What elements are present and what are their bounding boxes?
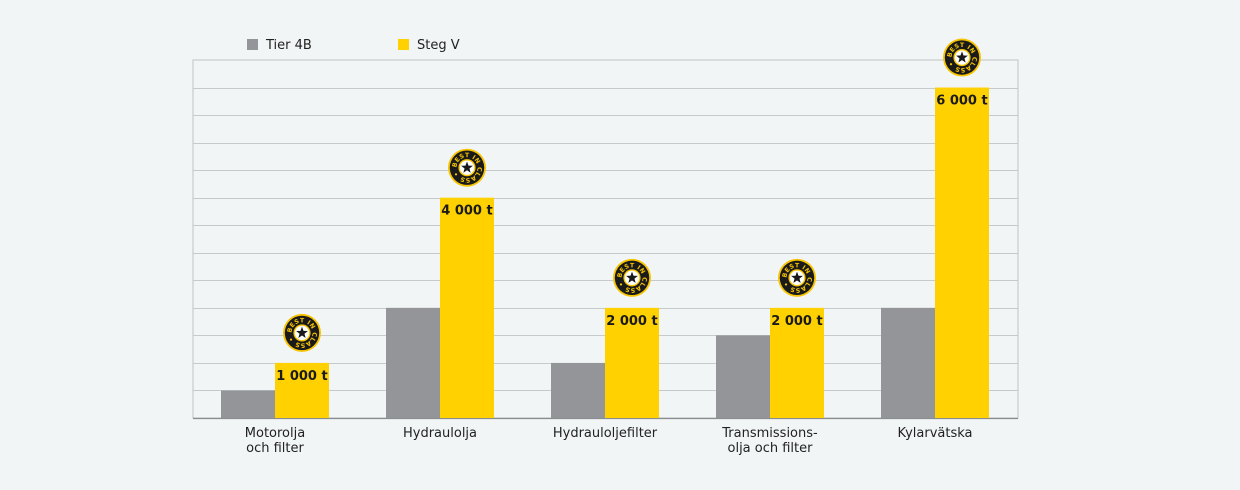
legend-swatch xyxy=(398,39,409,50)
best-in-class-badge: BEST IN CLASS • BEST IN CLASS xyxy=(943,38,981,77)
category-label: Motorolja xyxy=(245,426,305,441)
bar-tier-4b xyxy=(221,390,275,418)
category-label: Transmissions- xyxy=(721,426,818,441)
best-in-class-badge: BEST IN CLASS • BEST IN CLASS xyxy=(448,148,486,187)
bar-tier-4b xyxy=(386,307,440,418)
bar-steg-v xyxy=(440,197,494,418)
bar-steg-v xyxy=(770,307,824,418)
category-label: Hydraulolja xyxy=(403,426,477,441)
legend-swatch xyxy=(247,39,258,50)
bar-steg-v xyxy=(605,307,659,418)
value-label: 6 000 t xyxy=(936,94,987,109)
bar-steg-v xyxy=(935,87,989,419)
badges: BEST IN CLASS • BEST IN CLASS BEST IN CLA… xyxy=(283,38,981,352)
value-label: 4 000 t xyxy=(441,204,492,219)
best-in-class-badge: BEST IN CLASS • BEST IN CLASS xyxy=(613,258,651,297)
value-label: 2 000 t xyxy=(771,314,822,329)
legend-label: Steg V xyxy=(417,38,460,53)
value-label: 1 000 t xyxy=(276,369,327,384)
legend: Tier 4B Steg V xyxy=(247,38,460,53)
star-icon xyxy=(296,326,308,338)
gridlines xyxy=(193,88,1018,420)
bar-tier-4b xyxy=(551,362,605,418)
value-labels: 1 000 t 4 000 t 2 000 t 2 000 t 6 000 t xyxy=(276,94,987,384)
bar-steg-v xyxy=(275,362,329,418)
star-icon xyxy=(956,51,968,63)
value-label: 2 000 t xyxy=(606,314,657,329)
star-icon xyxy=(626,271,638,283)
legend-label: Tier 4B xyxy=(265,38,312,53)
star-icon xyxy=(791,271,803,283)
best-in-class-badge: BEST IN CLASS • BEST IN CLASS xyxy=(778,258,816,297)
best-in-class-badge: BEST IN CLASS • BEST IN CLASS xyxy=(283,313,321,352)
star-icon xyxy=(461,161,473,173)
category-label: olja och filter xyxy=(728,441,814,456)
bar-tier-4b xyxy=(881,307,935,418)
bar-tier-4b xyxy=(716,335,770,418)
category-label: Hydrauloljefilter xyxy=(553,426,658,441)
category-label: Kylarvätska xyxy=(898,426,973,441)
bars xyxy=(221,87,989,419)
category-label: och filter xyxy=(246,441,304,456)
